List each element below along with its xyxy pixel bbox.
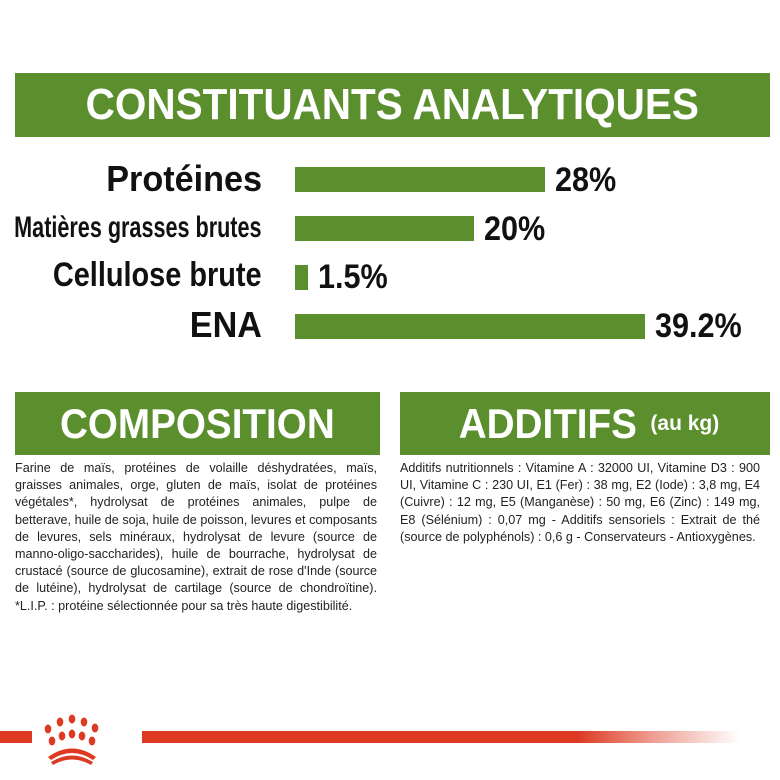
additifs-subtitle: (au kg): [650, 411, 720, 435]
value-label: 28%: [555, 161, 617, 199]
bar-matieres-grasses: [295, 216, 474, 241]
bar-cellulose: [295, 265, 308, 290]
bar-ena: [295, 314, 645, 339]
composition-title: COMPOSITION: [60, 399, 335, 447]
royal-canin-crown-icon: [32, 710, 142, 770]
additifs-title: ADDITIFS: [458, 399, 637, 447]
additifs-text: Additifs nutritionnels : Vitamine A : 32…: [400, 461, 760, 544]
row-label: Matières grasses brutes: [14, 211, 262, 244]
row-label: ENA: [189, 304, 262, 345]
row-label: Cellulose brute: [53, 256, 262, 294]
additifs-header: ADDITIFS (au kg): [400, 392, 770, 455]
composition-text: Farine de maïs, protéines de volaille dé…: [15, 461, 377, 613]
value-label: 20%: [484, 210, 546, 248]
analytics-header: CONSTITUANTS ANALYTIQUES: [15, 73, 770, 137]
composition-header: COMPOSITION: [15, 392, 380, 455]
analytics-title: CONSTITUANTS ANALYTIQUES: [85, 80, 700, 129]
row-label: Protéines: [106, 158, 262, 199]
value-label: 1.5%: [318, 258, 388, 296]
brand-stripe: [0, 731, 740, 743]
bar-proteines: [295, 167, 545, 192]
value-label: 39.2%: [655, 307, 742, 345]
